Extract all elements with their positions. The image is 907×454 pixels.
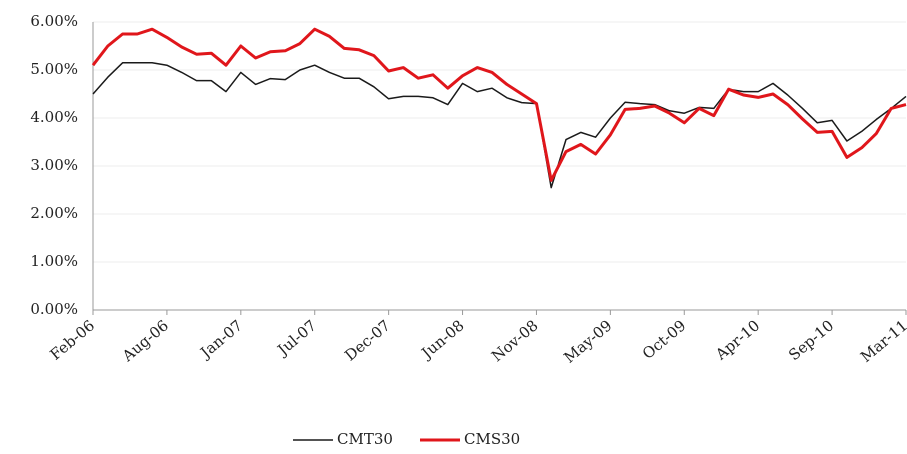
x-tick-label: Jun-08: [417, 316, 468, 363]
y-tick-label: 1.00%: [30, 252, 78, 270]
x-tick-label: Jan-07: [195, 316, 245, 362]
x-tick-label: Oct-09: [639, 316, 690, 363]
x-tick-label: May-09: [560, 316, 615, 366]
x-tick-label: Nov-08: [488, 316, 542, 365]
x-tick-label: Feb-06: [47, 316, 99, 363]
y-tick-label: 6.00%: [30, 12, 78, 30]
legend-label: CMT30: [337, 430, 393, 448]
x-tick-label: Mar-11: [857, 316, 907, 366]
x-tick-label: Jul-07: [273, 316, 320, 360]
y-tick-label: 3.00%: [30, 156, 78, 174]
line-series: [92, 62, 907, 189]
x-tick-label: Dec-07: [341, 316, 394, 364]
y-tick-label: 2.00%: [30, 204, 78, 222]
x-tick-label: Apr-10: [711, 316, 763, 364]
y-tick-label: 0.00%: [30, 300, 78, 318]
line-series: [91, 27, 907, 182]
y-tick-label: 4.00%: [30, 108, 78, 126]
x-tick-label: Sep-10: [785, 316, 837, 364]
x-tick-label: Aug-06: [118, 316, 172, 365]
legend-label: CMS30: [464, 430, 520, 448]
y-tick-label: 5.00%: [30, 60, 78, 78]
